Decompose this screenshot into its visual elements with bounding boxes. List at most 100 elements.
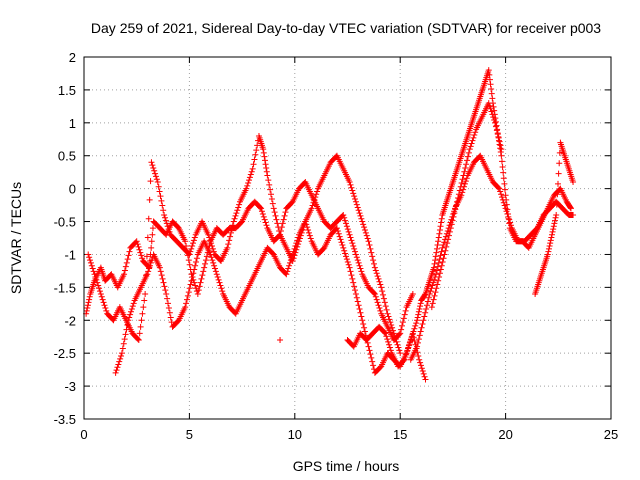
data-point <box>312 194 319 201</box>
y-tick-label: -1 <box>64 247 76 262</box>
data-point <box>359 317 366 324</box>
data-point <box>364 235 371 242</box>
data-point <box>113 367 120 374</box>
data-point <box>372 293 379 300</box>
data-point <box>232 212 239 219</box>
data-point <box>443 243 450 250</box>
data-point <box>405 342 412 349</box>
data-point <box>219 288 226 295</box>
data-point <box>366 242 373 249</box>
data-point <box>397 350 404 357</box>
data-point <box>434 242 441 249</box>
data-point <box>348 272 355 279</box>
data-point <box>370 362 377 369</box>
data-point <box>472 129 479 136</box>
data-point <box>342 253 349 260</box>
data-point <box>144 271 151 278</box>
data-point <box>226 237 233 244</box>
data-point <box>211 265 218 272</box>
plot-frame <box>83 56 612 420</box>
data-point <box>276 227 283 234</box>
data-point <box>545 245 552 252</box>
data-point <box>433 285 440 292</box>
data-point <box>434 263 441 270</box>
data-point <box>354 298 361 305</box>
data-point <box>394 341 401 348</box>
data-point <box>206 234 213 241</box>
data-point <box>97 290 104 297</box>
data-point <box>304 224 311 231</box>
data-point <box>421 291 428 298</box>
data-point <box>465 149 472 156</box>
data-point <box>371 290 378 297</box>
data-point <box>416 305 423 312</box>
data-point <box>192 282 199 289</box>
data-point <box>98 293 105 300</box>
data-point <box>380 295 387 302</box>
data-point <box>431 292 438 299</box>
data-point <box>148 244 155 251</box>
data-point <box>112 369 119 376</box>
data-point <box>187 281 194 288</box>
data-point <box>143 253 150 260</box>
data-point <box>455 195 462 202</box>
data-point <box>163 290 170 297</box>
data-point <box>433 249 440 256</box>
data-point <box>159 275 166 282</box>
data-point <box>248 168 255 175</box>
data-point <box>379 288 386 295</box>
data-point <box>93 276 100 283</box>
data-point <box>339 242 346 249</box>
data-point <box>440 255 447 262</box>
data-point <box>427 288 434 295</box>
data-point <box>415 336 422 343</box>
data-point <box>103 307 110 314</box>
data-point <box>495 134 502 141</box>
data-point <box>548 234 555 241</box>
data-point <box>400 357 407 364</box>
data-point <box>420 317 427 324</box>
data-point <box>411 325 418 332</box>
data-point <box>94 279 101 286</box>
data-point <box>471 132 478 139</box>
data-point <box>245 179 252 186</box>
data-point <box>199 272 206 279</box>
series-track-6 <box>428 100 505 311</box>
x-tick-label: 0 <box>80 427 87 442</box>
data-point <box>141 297 148 304</box>
data-point <box>417 303 424 310</box>
data-point <box>430 264 437 271</box>
data-point <box>428 304 435 311</box>
data-point <box>121 336 128 343</box>
data-point <box>393 338 400 345</box>
data-point <box>416 332 423 339</box>
data-point <box>119 345 126 352</box>
data-point <box>357 265 364 272</box>
data-point <box>305 229 312 236</box>
data-point <box>497 188 504 195</box>
data-point <box>140 304 147 311</box>
data-point <box>353 294 360 301</box>
data-point <box>267 186 274 193</box>
x-tick-label: 15 <box>393 427 407 442</box>
data-point <box>396 331 403 338</box>
data-point <box>448 221 455 228</box>
data-point <box>346 179 353 186</box>
data-point <box>260 146 267 153</box>
data-point <box>373 270 380 277</box>
data-point <box>305 227 312 234</box>
data-point <box>127 311 134 318</box>
data-point <box>373 296 380 303</box>
data-point <box>124 321 131 328</box>
data-point <box>118 350 125 357</box>
data-point <box>431 276 438 283</box>
data-point <box>84 302 91 309</box>
data-point <box>333 225 340 232</box>
data-point <box>555 170 562 177</box>
data-point <box>387 347 394 354</box>
data-point <box>202 260 209 267</box>
data-point <box>86 293 93 300</box>
data-point <box>402 307 409 314</box>
data-point <box>243 185 250 192</box>
data-point <box>209 257 216 264</box>
